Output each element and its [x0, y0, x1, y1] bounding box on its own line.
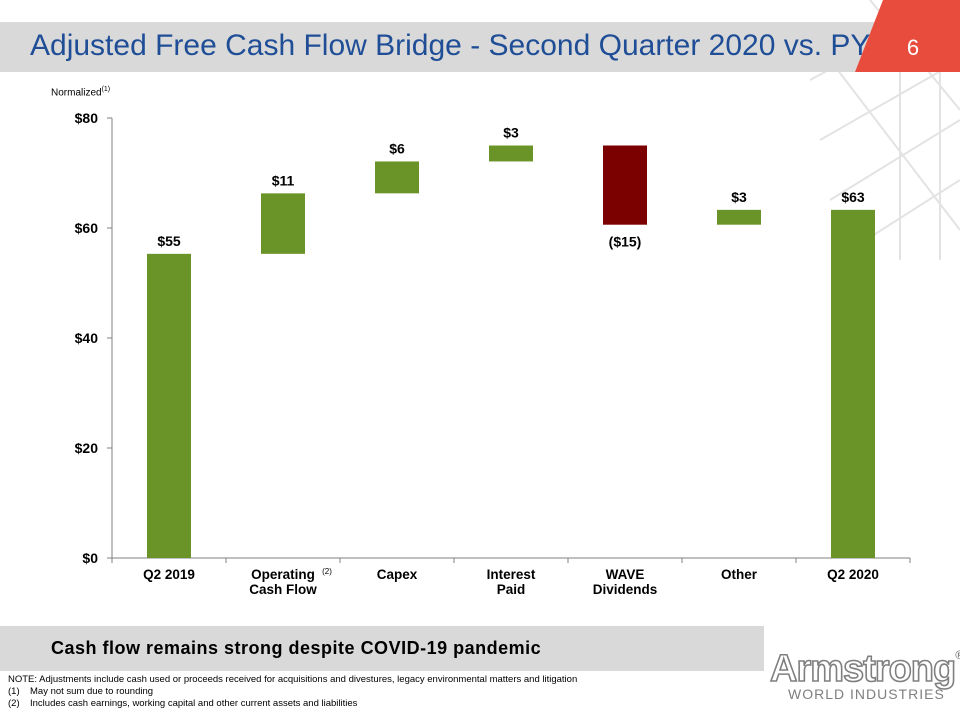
x-tick-label: Operating [251, 567, 315, 582]
x-tick-label: Paid [497, 582, 526, 597]
bar-1 [147, 253, 191, 558]
takeaway-text: Cash flow remains strong despite COVID-1… [51, 638, 542, 658]
footnote-1: (1) May not sum due to rounding [8, 686, 154, 697]
y-tick-label: $60 [75, 220, 99, 236]
page-number: 6 [906, 35, 920, 60]
bar-2 [261, 193, 305, 254]
x-tick-label: Q2 2020 [827, 567, 879, 582]
data-label: ($15) [609, 234, 642, 250]
footnotes: NOTE: Adjustments include cash used or p… [8, 674, 577, 710]
x-tick-label: Dividends [593, 582, 658, 597]
title-bar [0, 22, 960, 72]
data-label: $55 [157, 233, 181, 249]
data-label: $63 [841, 189, 865, 205]
x-tick-label: Q2 2019 [143, 567, 195, 582]
chart-note-label: Normalized [51, 87, 102, 99]
data-label: $3 [503, 125, 519, 141]
takeaway-banner [0, 626, 764, 671]
x-tick-superscript: (2) [322, 567, 332, 576]
x-tick-label: Cash Flow [249, 582, 317, 597]
bar-5 [603, 145, 647, 225]
x-tick-label: WAVE [606, 567, 645, 582]
y-tick-label: $0 [82, 550, 98, 566]
y-tick-label: $40 [75, 330, 99, 346]
logo-subtitle: WORLD INDUSTRIES [788, 686, 945, 702]
bar-6 [717, 209, 761, 225]
chart-note: Normalized(1) [51, 86, 110, 98]
x-tick-label: Interest [487, 567, 536, 582]
waterfall-chart: $0 $20 $40 $60 $80 $55 $11 $6 $3 ($15) $3 $63 Q2 201… [75, 110, 911, 597]
footnote-2: (2) Includes cash earnings, working capit… [8, 698, 358, 709]
bar-4 [489, 145, 533, 162]
chart-note-sup: (1) [101, 86, 111, 93]
x-tick-label: Other [721, 567, 758, 582]
bar-7 [831, 209, 875, 558]
bar-3 [375, 161, 419, 194]
data-label: $11 [272, 172, 295, 188]
page-title: Adjusted Free Cash Flow Bridge - Second … [30, 29, 871, 62]
data-label: $3 [731, 189, 747, 205]
y-tick-label: $20 [75, 440, 99, 456]
logo-word: Armstrong® [769, 647, 960, 691]
x-tick-label: Capex [377, 567, 418, 582]
data-label: $6 [389, 140, 405, 156]
footnote-main: NOTE: Adjustments include cash used or p… [8, 674, 578, 685]
y-tick-label: $80 [75, 110, 99, 126]
page-number-tab [855, 0, 960, 72]
armstrong-logo: Armstrong® WORLD INDUSTRIES [769, 647, 960, 704]
